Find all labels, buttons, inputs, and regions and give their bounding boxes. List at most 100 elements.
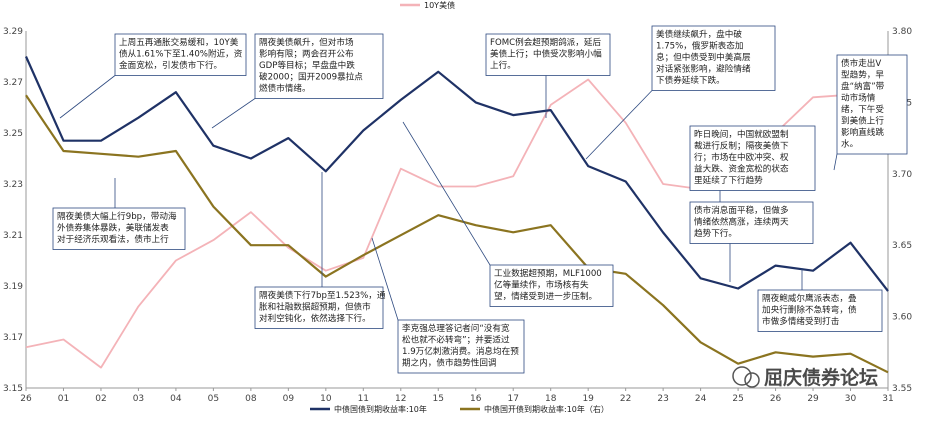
annotation-text-line: 上周五再通胀交易缓和，10Y美 (119, 36, 239, 48)
x-tick-label: 12 (395, 394, 406, 404)
annotation-text-line: 期之内，债市趋势性回调 (402, 357, 497, 369)
y-left-tick-label: 3.15 (3, 384, 23, 394)
annotation-box (489, 264, 614, 307)
y-left-tick-label: 3.23 (3, 180, 23, 190)
y-left-tick-label: 3.29 (3, 27, 23, 37)
annotation-box (689, 125, 816, 191)
x-tick-label: 26 (20, 394, 32, 404)
annotation-text-line: 影响有限；两会召开公布 (259, 48, 354, 60)
y-left-tick-label: 3.17 (3, 333, 23, 343)
annotation-leader (59, 75, 116, 119)
annotation-text-line: 隔夜美债大幅上行9bp，带动海 (57, 210, 177, 222)
wechat-icon-bubble (744, 372, 760, 388)
annotation-text-line: 松也就不必转弯”；并要适过 (402, 334, 510, 346)
annotation-text-line: FOMC例会超预期鸽派，延后 (490, 36, 601, 48)
series-line-0 (24, 56, 889, 292)
x-tick-label: 24 (695, 394, 707, 404)
annotation-callout: 美债继续飙升，盘中破1.75%，俄罗斯表态加息；但中债受到中美高层对话紧张影响，… (651, 25, 776, 91)
annotation-leader (211, 98, 256, 129)
watermark-text: 屈庆债券论坛 (764, 366, 878, 389)
annotation-callout: 昨日晚间，中国就欧盟制裁进行反制；隔夜美债下行；市场在中欧冲突、权益大跌、资金宽… (689, 125, 816, 191)
x-tick-label: 17 (507, 394, 518, 404)
annotation-text-line: 燃债市情绪。 (259, 82, 311, 94)
x-tick-label: 19 (582, 394, 594, 404)
annotation-text-line: 下债券延续下跌。 (656, 74, 725, 86)
annotation-text-line: 里延续了下行趋势 (694, 174, 763, 186)
annotation-text-line: 破2000；国开2009暴拉点 (259, 71, 363, 83)
annotation-text-line: 外债券集体暴跌，美联储发表 (57, 222, 169, 234)
annotation-box (254, 33, 384, 99)
annotation-box (757, 289, 883, 332)
annotation-text-line: 1.75%，俄罗斯表态加 (656, 40, 743, 52)
annotation-text-line: 昨日晚间，中国就欧盟制 (694, 128, 789, 140)
x-tick-label: 10 (320, 394, 332, 404)
annotation-text-line: 盘“纳富”带 (841, 80, 885, 92)
watermark: 屈庆债券论坛 (732, 366, 878, 389)
annotation-box (689, 201, 814, 244)
legend-label-cgb10y: 中债国债到期收益率:10年 (334, 404, 427, 414)
annotation-callout: 隔夜美债下行7bp至1.523%，通胀和社融数据超预期，但债市对利空钝化，依然选… (254, 286, 386, 329)
legend-label-us10y: 10Y美债 (424, 0, 455, 10)
wechat-icon (732, 366, 752, 386)
annotation-callout: 李克强总理答记者问“没有宽松也就不必转弯”；并要适过1.9万亿刺激消费。消息均在… (397, 319, 525, 374)
annotation-box (485, 33, 611, 76)
annotation-text-line: 行；市场在中欧冲突、权 (694, 151, 789, 163)
x-tick-label: 16 (470, 394, 482, 404)
x-tick-label: 05 (208, 394, 219, 404)
annotation-text-line: 加央行删除不急转弯，债 (762, 304, 857, 316)
x-tick-label: 03 (133, 394, 144, 404)
annotation-text-line: 隔夜美债飙升，但对市场 (259, 36, 354, 48)
annotation-text-line: 到美债上行 (841, 115, 884, 127)
annotation-text-line: 债市走出V (841, 57, 881, 69)
annotation-box (254, 286, 384, 329)
series-line-1 (25, 94, 889, 374)
annotation-text-line: 债市消息面平稳，但做多 (694, 204, 789, 216)
annotation-leader (585, 90, 653, 160)
x-tick-label: 30 (845, 394, 857, 404)
annotation-text-line: 望，情绪受到进一步压制。 (494, 290, 597, 302)
annotation-text-line: 上行。 (490, 59, 516, 71)
annotation-text-line: 对话紧张影响，避险情绪 (656, 63, 751, 75)
annotation-text-line: 息；但中债受到中美高层 (656, 51, 751, 63)
annotation-box (651, 25, 776, 91)
x-tick-label: 26 (770, 394, 782, 404)
y-right-tick-label: 3.80 (892, 27, 912, 37)
annotation-text-line: 益大跌、资金宽松的状态 (694, 163, 789, 175)
annotation-box (52, 207, 186, 250)
annotation-callout: 隔夜美债大幅上行9bp，带动海外债券集体暴跌，美联储发表对于经济乐观看法，债市上… (52, 207, 186, 250)
x-tick-label: 29 (807, 394, 819, 404)
x-tick-label: 02 (95, 394, 106, 404)
annotation-text-line: 金面宽松，引发债市下行。 (119, 59, 222, 71)
y-left-tick-label: 3.25 (3, 129, 23, 139)
annotation-text-line: 情绪依然高涨，连续两天 (694, 216, 789, 228)
annotation-text-line: 裁进行反制；隔夜美债下 (694, 140, 789, 152)
y-left-tick-label: 3.19 (3, 282, 23, 292)
x-tick-label: 23 (657, 394, 668, 404)
legend-label-cdb10y: 中债国开债到期收益率:10年（右） (484, 404, 609, 414)
y-right-tick-label: 3.55 (892, 384, 912, 394)
annotation-box (397, 319, 525, 374)
annotation-text-line: 影响直线跳 (841, 126, 884, 138)
annotation-text-line: 胀和社融数据超预期，但债市 (259, 301, 371, 313)
y-right-tick-label: 3.65 (892, 241, 912, 251)
x-tick-label: 18 (545, 394, 557, 404)
annotation-text-line: 动市场情 (841, 92, 876, 104)
annotation-text-line: 美债上行；中债受次影响小幅 (490, 48, 602, 60)
x-tick-label: 31 (882, 394, 893, 404)
annotation-text-line: 对于经济乐观看法，债市上行 (57, 233, 169, 245)
annotation-callout: 隔夜美债飙升，但对市场影响有限；两会召开公布GDP等目标；早盘盘中跌破2000；… (254, 33, 384, 99)
annotation-text-line: 水。 (841, 138, 858, 150)
annotation-text-line: 型趋势，早 (841, 69, 884, 81)
annotation-text-line: 对利空钝化，依然选择下行。 (259, 312, 371, 324)
annotation-text-line: 市做多情绪受到打击 (762, 315, 840, 327)
x-tick-label: 15 (433, 394, 444, 404)
annotation-text-line: 趋势下行。 (694, 227, 737, 239)
x-tick-label: 11 (358, 394, 369, 404)
x-tick-label: 09 (283, 394, 295, 404)
